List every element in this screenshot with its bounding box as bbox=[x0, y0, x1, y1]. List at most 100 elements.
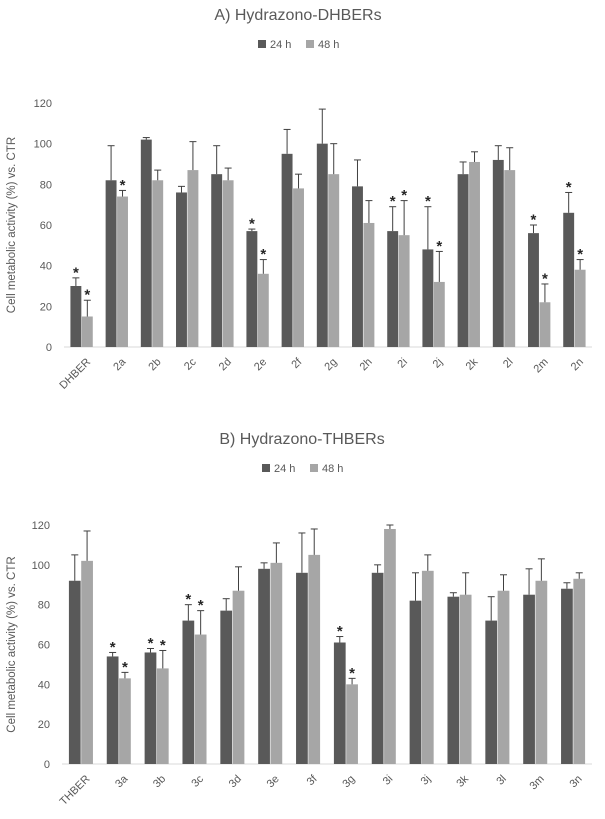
bar-3m-24h bbox=[523, 594, 535, 764]
x-tick-label: 3f bbox=[305, 772, 321, 788]
x-tick-label: 2a bbox=[111, 355, 129, 373]
category-group-2c bbox=[176, 141, 199, 347]
category-group-3g: ** bbox=[333, 623, 358, 764]
bar-3e-48h bbox=[270, 562, 283, 764]
bar-3g-48h bbox=[346, 684, 358, 764]
category-group-2b bbox=[140, 137, 164, 347]
legend-swatch-48h bbox=[310, 464, 318, 472]
x-tick-label: 2j bbox=[431, 356, 446, 371]
bar-2k-24h bbox=[457, 174, 469, 347]
bar-2n-48h bbox=[574, 269, 586, 347]
bar-3l-24h bbox=[485, 620, 498, 764]
significance-asterisk: * bbox=[349, 665, 355, 682]
bar-3f-24h bbox=[296, 572, 308, 764]
significance-asterisk: * bbox=[260, 246, 266, 263]
category-group-3i bbox=[371, 524, 396, 764]
significance-asterisk: * bbox=[84, 287, 90, 304]
bar-thber-48h bbox=[81, 560, 93, 764]
y-tick-label: 80 bbox=[40, 179, 52, 191]
x-tick-label: 3a bbox=[113, 772, 131, 790]
legend: 24 h 48 h bbox=[262, 463, 343, 475]
bar-2m-24h bbox=[528, 233, 539, 347]
y-tick-label: 100 bbox=[32, 560, 50, 572]
bar-dhber-48h bbox=[81, 316, 93, 347]
category-group-3k bbox=[447, 572, 472, 764]
x-tick-label: 3g bbox=[340, 773, 357, 790]
x-tick-label: 2g bbox=[322, 356, 339, 373]
category-group-2f bbox=[281, 128, 304, 347]
x-tick-label: 2h bbox=[358, 356, 375, 373]
bar-2d-24h bbox=[211, 174, 223, 347]
bar-3b-48h bbox=[156, 668, 169, 764]
bar-3c-48h bbox=[194, 634, 207, 764]
significance-asterisk: * bbox=[531, 212, 537, 229]
y-tick-label: 20 bbox=[40, 301, 52, 313]
bar-3m-48h bbox=[535, 580, 548, 764]
chart-a: A) Hydrazono-DHBERs 24 h 48 h 0 20 40 60 80 100 1… bbox=[6, 7, 592, 392]
bar-dhber-24h bbox=[70, 286, 82, 347]
bar-2h-24h bbox=[352, 186, 363, 347]
category-group-2d bbox=[211, 145, 234, 347]
y-tick-label: 80 bbox=[38, 600, 50, 612]
x-tick-label: 2b bbox=[146, 356, 163, 373]
bar-3k-24h bbox=[447, 596, 460, 764]
bar-2l-48h bbox=[504, 170, 516, 347]
category-group-3e bbox=[258, 542, 283, 764]
category-group-2i: * * bbox=[387, 187, 410, 347]
bar-2l-24h bbox=[492, 159, 504, 347]
legend-label-24h: 24 h bbox=[274, 463, 295, 475]
y-tick-label: 100 bbox=[34, 139, 52, 151]
y-axis-label: Cell metabolic activity (%) vs. CTR bbox=[6, 137, 18, 313]
category-group-thber bbox=[68, 530, 93, 764]
bar-2m-48h bbox=[539, 302, 551, 347]
significance-asterisk: * bbox=[160, 637, 166, 654]
x-tick-label: 3i bbox=[381, 773, 396, 788]
significance-asterisk: * bbox=[122, 659, 128, 676]
x-tick-label: 2c bbox=[182, 356, 199, 373]
bar-3e-24h bbox=[258, 568, 270, 764]
significance-asterisk: * bbox=[566, 179, 572, 196]
x-tick-label: DHBER bbox=[57, 356, 93, 392]
bar-3j-24h bbox=[409, 600, 422, 764]
x-tick-label: 3j bbox=[419, 773, 434, 788]
legend-swatch-24h bbox=[262, 464, 270, 472]
legend-label-48h: 48 h bbox=[322, 463, 343, 475]
category-group-2n: ** bbox=[563, 179, 586, 347]
bar-3c-24h bbox=[182, 620, 195, 764]
y-tick-label: 40 bbox=[38, 679, 50, 691]
bar-3d-48h bbox=[232, 590, 245, 764]
x-tick-label: 2m bbox=[531, 356, 550, 375]
x-tick-label: 3b bbox=[151, 773, 168, 790]
category-group-2l bbox=[492, 145, 516, 347]
bar-3n-24h bbox=[561, 588, 573, 764]
bar-2h-48h bbox=[363, 222, 375, 347]
category-group-3d bbox=[220, 566, 245, 764]
category-group-2k bbox=[457, 151, 480, 347]
legend-label-48h: 48 h bbox=[318, 39, 339, 51]
category-group-3l bbox=[485, 574, 510, 764]
x-tick-label: 3d bbox=[227, 773, 244, 790]
significance-asterisk: * bbox=[120, 177, 126, 194]
significance-asterisk: * bbox=[436, 238, 442, 255]
bar-3a-24h bbox=[106, 656, 119, 764]
significance-asterisk: * bbox=[542, 270, 548, 287]
chart-b: B) Hydrazono-THBERs 24 h 48 h 0 20 40 60 80 100 1… bbox=[6, 431, 592, 808]
bar-2e-48h bbox=[257, 273, 269, 347]
bar-2e-24h bbox=[246, 231, 258, 347]
bar-2i-24h bbox=[387, 231, 399, 347]
category-group-3j bbox=[409, 554, 434, 764]
bar-3l-48h bbox=[497, 590, 510, 764]
bar-2a-48h bbox=[117, 196, 128, 347]
x-tick-label: 2i bbox=[395, 356, 410, 371]
bar-3a-48h bbox=[119, 678, 131, 764]
bar-2c-48h bbox=[187, 170, 199, 347]
bar-3n-48h bbox=[573, 578, 586, 764]
y-tick-label: 40 bbox=[40, 261, 52, 273]
x-tick-label: 2k bbox=[464, 356, 481, 373]
category-group-2m: ** bbox=[528, 212, 551, 347]
significance-asterisk: * bbox=[401, 187, 407, 204]
bar-2n-24h bbox=[563, 212, 575, 347]
x-tick-label: 2n bbox=[569, 356, 586, 373]
bar-2a-24h bbox=[105, 180, 117, 347]
bar-2f-24h bbox=[281, 153, 293, 347]
